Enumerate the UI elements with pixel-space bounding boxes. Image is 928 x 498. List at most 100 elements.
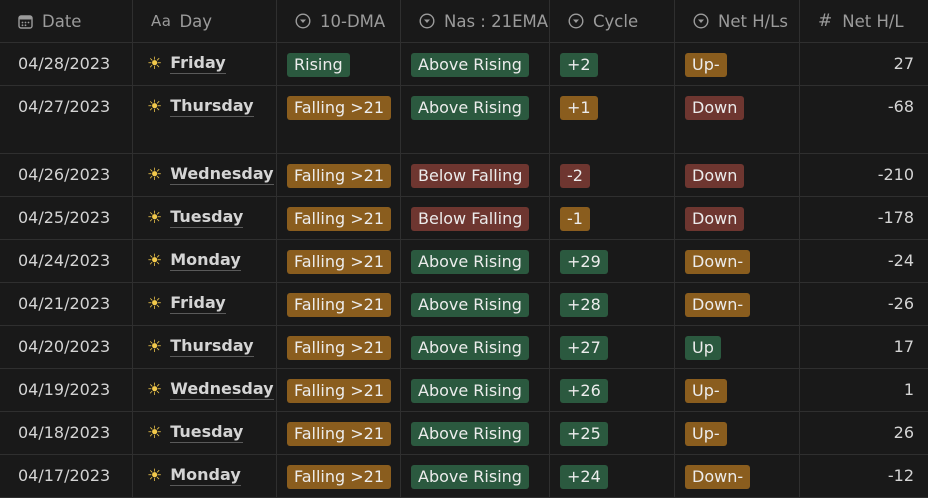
day-title-link[interactable]: Tuesday	[170, 207, 244, 228]
dma-cell[interactable]: Falling >21	[277, 455, 401, 497]
nas-tag[interactable]: Above Rising	[411, 465, 529, 489]
cycle-cell[interactable]: +24	[550, 455, 675, 497]
net-hl-cell[interactable]: -178	[877, 208, 914, 227]
dma-cell[interactable]: Falling >21	[277, 326, 401, 368]
dma-cell[interactable]: Falling >21	[277, 369, 401, 411]
cycle-tag[interactable]: +26	[560, 379, 608, 403]
net-hls-cell[interactable]: Up-	[675, 412, 800, 454]
net-hls-cell[interactable]: Up	[675, 326, 800, 368]
nas-cell[interactable]: Below Falling	[401, 154, 550, 196]
net-hl-cell[interactable]: -68	[887, 97, 914, 116]
column-header-day[interactable]: Aa Day	[133, 0, 277, 42]
date-cell[interactable]: 04/17/2023	[0, 455, 133, 497]
nas-tag[interactable]: Above Rising	[411, 336, 529, 360]
table-row[interactable]: 04/19/2023 ☀ Wednesday Falling >21 Above Ris…	[0, 369, 928, 412]
date-cell[interactable]: 04/19/2023	[0, 369, 133, 411]
cycle-tag[interactable]: +29	[560, 250, 608, 274]
cycle-cell[interactable]: +27	[550, 326, 675, 368]
nas-tag[interactable]: Below Falling	[411, 164, 530, 188]
day-title-link[interactable]: Wednesday	[170, 164, 274, 185]
table-row[interactable]: 04/20/2023 ☀ Thursday Falling >21 Above Risi…	[0, 326, 928, 369]
nas-cell[interactable]: Above Rising	[401, 412, 550, 454]
net_hls-tag[interactable]: Up-	[685, 53, 727, 77]
nas-cell[interactable]: Below Falling	[401, 197, 550, 239]
date-cell[interactable]: 04/27/2023	[0, 86, 133, 153]
cycle-cell[interactable]: +25	[550, 412, 675, 454]
net_hls-tag[interactable]: Up-	[685, 422, 727, 446]
day-title-link[interactable]: Friday	[170, 53, 226, 74]
nas-tag[interactable]: Above Rising	[411, 422, 529, 446]
nas-tag[interactable]: Above Rising	[411, 96, 529, 120]
net_hls-tag[interactable]: Down	[685, 164, 745, 188]
cycle-tag[interactable]: -1	[560, 207, 590, 231]
net-hl-cell[interactable]: -12	[887, 466, 914, 485]
nas-tag[interactable]: Above Rising	[411, 250, 529, 274]
column-header-cycle[interactable]: Cycle	[550, 0, 675, 42]
cycle-cell[interactable]: -2	[550, 154, 675, 196]
day-cell[interactable]: ☀ Monday	[133, 455, 277, 497]
cycle-tag[interactable]: +27	[560, 336, 608, 360]
column-header-nas-21ema[interactable]: Nas : 21EMA	[401, 0, 550, 42]
dma-tag[interactable]: Falling >21	[287, 379, 392, 403]
table-row[interactable]: 04/18/2023 ☀ Tuesday Falling >21 Above Risin…	[0, 412, 928, 455]
nas-cell[interactable]: Above Rising	[401, 240, 550, 282]
dma-tag[interactable]: Falling >21	[287, 207, 392, 231]
net_hls-tag[interactable]: Down-	[685, 465, 751, 489]
net-hls-cell[interactable]: Down	[675, 197, 800, 239]
date-cell[interactable]: 04/25/2023	[0, 197, 133, 239]
dma-cell[interactable]: Falling >21	[277, 412, 401, 454]
day-cell[interactable]: ☀ Thursday	[133, 86, 277, 153]
dma-tag[interactable]: Falling >21	[287, 164, 392, 188]
cycle-cell[interactable]: +2	[550, 43, 675, 85]
column-header-10dma[interactable]: 10-DMA	[277, 0, 401, 42]
net-hl-cell[interactable]: -24	[887, 251, 914, 270]
net-hls-cell[interactable]: Down-	[675, 455, 800, 497]
cycle-tag[interactable]: -2	[560, 164, 590, 188]
net-hl-cell[interactable]: -210	[877, 165, 914, 184]
date-cell[interactable]: 04/24/2023	[0, 240, 133, 282]
net_hls-tag[interactable]: Down	[685, 96, 745, 120]
net-hls-cell[interactable]: Down	[675, 154, 800, 196]
nas-tag[interactable]: Above Rising	[411, 53, 529, 77]
dma-cell[interactable]: Falling >21	[277, 154, 401, 196]
cycle-tag[interactable]: +28	[560, 293, 608, 317]
net-hl-cell[interactable]: 27	[893, 54, 914, 73]
day-title-link[interactable]: Monday	[170, 250, 241, 271]
day-cell[interactable]: ☀ Monday	[133, 240, 277, 282]
net-hls-cell[interactable]: Up-	[675, 43, 800, 85]
date-cell[interactable]: 04/26/2023	[0, 154, 133, 196]
net-hl-cell[interactable]: 26	[893, 423, 914, 442]
dma-tag[interactable]: Rising	[287, 53, 350, 77]
date-cell[interactable]: 04/20/2023	[0, 326, 133, 368]
net_hls-tag[interactable]: Up	[685, 336, 721, 360]
net_hls-tag[interactable]: Down-	[685, 293, 751, 317]
cycle-cell[interactable]: +26	[550, 369, 675, 411]
date-cell[interactable]: 04/28/2023	[0, 43, 133, 85]
nas-cell[interactable]: Above Rising	[401, 283, 550, 325]
net-hls-cell[interactable]: Down	[675, 86, 800, 153]
net-hls-cell[interactable]: Down-	[675, 283, 800, 325]
column-header-net-hl[interactable]: # Net H/L	[800, 0, 928, 42]
cycle-tag[interactable]: +2	[560, 53, 598, 77]
net_hls-tag[interactable]: Down	[685, 207, 745, 231]
day-cell[interactable]: ☀ Friday	[133, 283, 277, 325]
day-title-link[interactable]: Friday	[170, 293, 226, 314]
nas-cell[interactable]: Above Rising	[401, 43, 550, 85]
dma-cell[interactable]: Falling >21	[277, 197, 401, 239]
day-title-link[interactable]: Thursday	[170, 96, 254, 117]
table-row[interactable]: 04/26/2023 ☀ Wednesday Falling >21 Below Fal…	[0, 154, 928, 197]
dma-tag[interactable]: Falling >21	[287, 336, 392, 360]
nas-tag[interactable]: Below Falling	[411, 207, 530, 231]
nas-cell[interactable]: Above Rising	[401, 86, 550, 153]
day-title-link[interactable]: Tuesday	[170, 422, 244, 443]
day-title-link[interactable]: Monday	[170, 465, 241, 486]
net_hls-tag[interactable]: Down-	[685, 250, 751, 274]
cycle-cell[interactable]: +29	[550, 240, 675, 282]
net-hls-cell[interactable]: Up-	[675, 369, 800, 411]
dma-cell[interactable]: Falling >21	[277, 86, 401, 153]
dma-cell[interactable]: Falling >21	[277, 240, 401, 282]
cycle-tag[interactable]: +1	[560, 96, 598, 120]
table-row[interactable]: 04/21/2023 ☀ Friday Falling >21 Above Rising…	[0, 283, 928, 326]
nas-cell[interactable]: Above Rising	[401, 369, 550, 411]
dma-tag[interactable]: Falling >21	[287, 96, 392, 120]
